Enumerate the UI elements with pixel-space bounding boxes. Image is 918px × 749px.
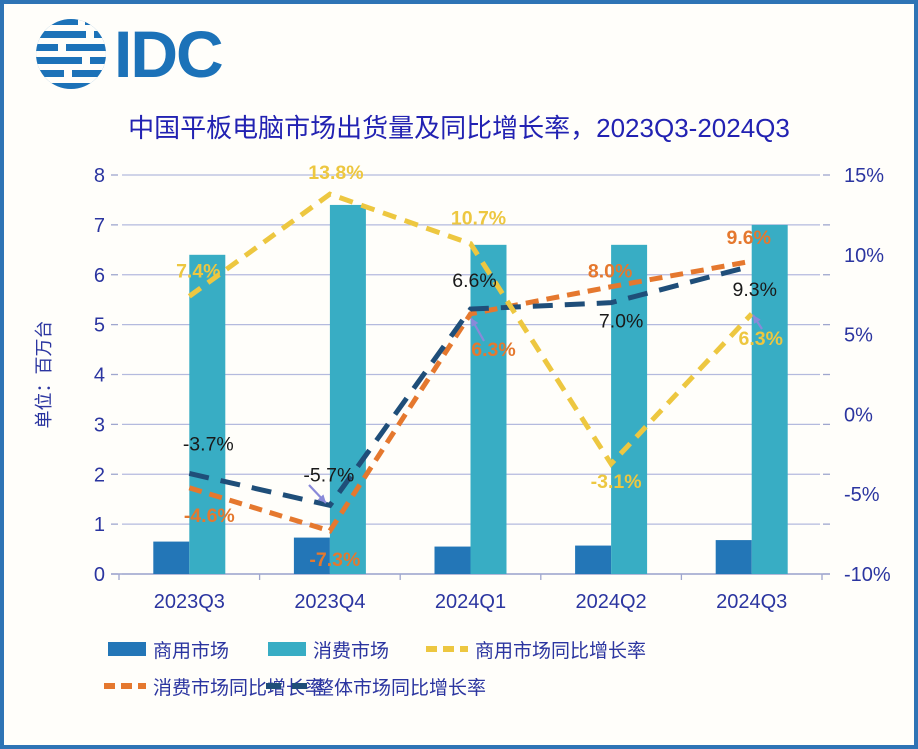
combo-chart: 0 1 2 3 4 5 6 7 8 -10% -5% 0% 5% 10% 15% 2023Q3 2023Q4 20… — [34, 162, 891, 613]
legend-label: 整体市场同比增长率 — [315, 677, 487, 699]
right-axis-tick-label: 5% — [844, 325, 873, 347]
left-axis-tick-label: 6 — [94, 265, 105, 287]
data-label-消费市场同比增长率-2023Q4: -7.3% — [309, 549, 360, 571]
bar-商用市场-2023Q3 — [153, 541, 190, 574]
data-label-整体市场同比增长率-2024Q3: 9.3% — [732, 279, 776, 301]
left-axis-tick-label: 7 — [94, 215, 105, 237]
growth-line-整体市场同比增长率 — [188, 263, 753, 509]
x-axis-label: 2024Q2 — [576, 591, 647, 613]
data-label-商用市场同比增长率-2023Q3: 7.4% — [176, 260, 220, 282]
idc-logo-text: IDC — [114, 17, 224, 91]
data-label-商用市场同比增长率-2023Q4: 13.8% — [308, 162, 363, 184]
left-axis-tick-label: 5 — [94, 315, 105, 337]
data-label-整体市场同比增长率-2024Q1: 6.6% — [452, 270, 496, 292]
right-axis-tick-label: 15% — [844, 165, 884, 187]
right-axis-tick-label: -5% — [844, 484, 880, 506]
legend-item-消费市场同比增长率: 消费市场同比增长率 — [104, 674, 325, 699]
data-label-消费市场同比增长率-2024Q1: 6.3% — [471, 339, 515, 361]
data-label-消费市场同比增长率-2024Q3: 9.6% — [726, 227, 770, 249]
idc-logo: IDC — [34, 17, 224, 91]
legend-dash-swatch — [426, 646, 468, 652]
bar-商用市场-2023Q4 — [293, 537, 330, 574]
data-label-消费市场同比增长率-2023Q3: -4.6% — [184, 505, 235, 527]
data-label-商用市场同比增长率-2024Q3: 6.3% — [738, 328, 782, 350]
bar-消费市场-2023Q3 — [189, 254, 226, 575]
left-axis-tick-label: 4 — [94, 365, 105, 387]
left-axis-tick-label: 8 — [94, 165, 105, 187]
left-axis-tick-label: 3 — [94, 414, 105, 436]
legend-item-商用市场: 商用市场 — [108, 637, 230, 662]
legend-item-消费市场: 消费市场 — [268, 637, 390, 662]
data-label-商用市场同比增长率-2024Q1: 10.7% — [451, 208, 506, 230]
bar-商用市场-2024Q1 — [434, 546, 471, 574]
legend-bar-swatch — [268, 642, 306, 656]
chart-title: 中国平板电脑市场出货量及同比增长率，2023Q3-2024Q3 — [128, 113, 790, 143]
data-label-消费市场同比增长率-2024Q2: 8.0% — [588, 261, 632, 283]
growth-line-商用市场同比增长率 — [187, 191, 754, 468]
bar-消费市场-2024Q3 — [751, 224, 788, 574]
bar-商用市场-2024Q2 — [575, 545, 612, 574]
annotation-arrowhead — [317, 494, 326, 503]
legend-label: 商用市场 — [153, 640, 230, 662]
left-axis-tick-label: 2 — [94, 464, 105, 486]
data-label-整体市场同比增长率-2023Q4: -5.7% — [303, 464, 354, 486]
y-axis-title: 单位：百万台 — [34, 321, 54, 429]
right-axis-tick-label: 0% — [844, 404, 873, 426]
right-axis-tick-label: 10% — [844, 245, 884, 267]
legend-dash-swatch — [104, 683, 146, 689]
x-axis-label: 2024Q3 — [716, 591, 787, 613]
legend-dash-swatch — [266, 683, 308, 689]
left-axis-tick-label: 0 — [94, 564, 105, 586]
data-label-整体市场同比增长率-2023Q3: -3.7% — [183, 433, 234, 455]
legend-bar-swatch — [108, 642, 146, 656]
x-axis-label: 2023Q4 — [294, 591, 365, 613]
x-axis-label: 2023Q3 — [154, 591, 225, 613]
legend-item-商用市场同比增长率: 商用市场同比增长率 — [426, 637, 647, 662]
bar-消费市场-2023Q4 — [329, 204, 366, 575]
bar-商用市场-2024Q3 — [715, 540, 752, 574]
bar-消费市场-2024Q1 — [470, 244, 507, 574]
legend-label: 消费市场同比增长率 — [153, 677, 325, 699]
legend-item-整体市场同比增长率: 整体市场同比增长率 — [266, 674, 487, 699]
annotation-arrowhead — [471, 318, 479, 327]
legend-label: 消费市场 — [313, 640, 390, 662]
x-axis-label: 2024Q1 — [435, 591, 506, 613]
right-axis-tick-label: -10% — [844, 564, 891, 586]
legend-label: 商用市场同比增长率 — [475, 640, 647, 662]
data-label-商用市场同比增长率-2024Q2: -3.1% — [591, 471, 642, 493]
annotation-arrowhead — [753, 315, 761, 324]
left-axis-tick-label: 1 — [94, 514, 105, 536]
idc-globe-icon — [36, 19, 106, 89]
growth-line-消费市场同比增长率 — [188, 258, 753, 534]
data-label-整体市场同比增长率-2024Q2: 7.0% — [599, 311, 643, 333]
chart-legend: 商用市场 消费市场 商用市场同比增长率消费市场同比增长率 整体市场同比增长率 — [4, 631, 914, 711]
